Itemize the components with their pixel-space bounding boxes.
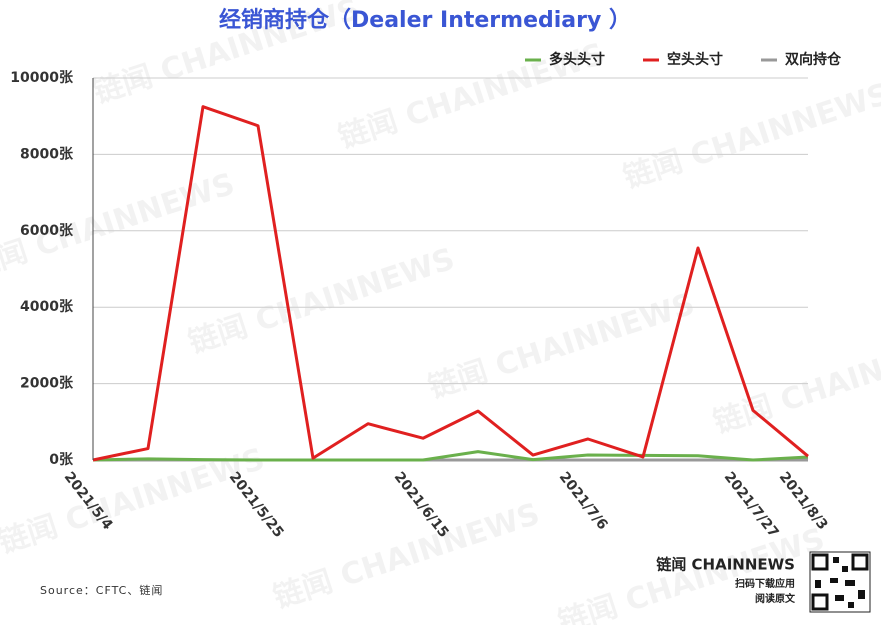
y-tick-label: 4000张 bbox=[20, 299, 74, 315]
source: Source：CFTC、链闻 bbox=[40, 583, 163, 597]
y-tick-label: 6000张 bbox=[20, 223, 74, 239]
y-tick-label: 0张 bbox=[49, 452, 74, 468]
series-line bbox=[92, 450, 809, 462]
brand-logo: 链闻 CHAINNEWS bbox=[656, 556, 795, 574]
qr-code bbox=[809, 551, 871, 613]
legend-label: 双向持仓 bbox=[785, 51, 842, 68]
y-tick-label: 8000张 bbox=[20, 146, 74, 162]
y-tick-label: 2000张 bbox=[20, 376, 74, 392]
series-line bbox=[92, 105, 809, 462]
y-tick-label: 10000张 bbox=[10, 70, 74, 86]
brand-line: 阅读原文 bbox=[755, 592, 796, 605]
legend-label: 多头头寸 bbox=[549, 51, 605, 68]
chart-title: 经销商持仓（Dealer Intermediary ） bbox=[219, 7, 631, 33]
brand-line: 扫码下载应用 bbox=[735, 577, 795, 590]
legend-label: 空头头寸 bbox=[667, 51, 723, 68]
